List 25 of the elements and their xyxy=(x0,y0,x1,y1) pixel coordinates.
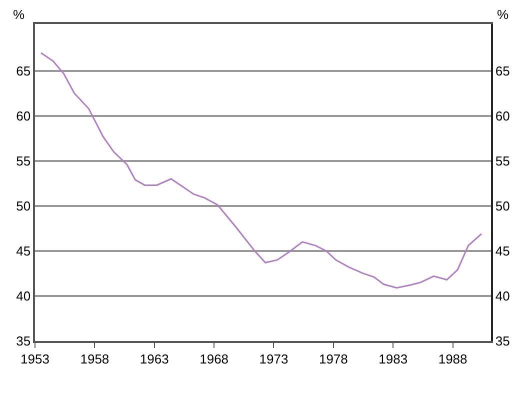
y-tick-label: 45 xyxy=(16,243,31,258)
x-tick-label: 1983 xyxy=(378,351,408,366)
x-tick-label: 1978 xyxy=(318,351,348,366)
x-tick-label: 1963 xyxy=(140,351,169,366)
y2-tick-label: 35 xyxy=(495,334,510,349)
y-tick-label: 55 xyxy=(16,153,31,168)
y-tick-label: 35 xyxy=(16,334,31,349)
y-tick-label: 50 xyxy=(16,198,31,214)
x-tick-label: 1958 xyxy=(80,351,110,366)
y2-axis-title: % xyxy=(497,7,509,22)
y-tick-label: 40 xyxy=(16,288,31,304)
y-tick-label: 65 xyxy=(16,63,31,78)
x-tick-label: 1968 xyxy=(200,351,229,366)
x-tick-label: 1973 xyxy=(259,351,288,366)
line-series xyxy=(40,52,482,289)
x-tick-label: 1988 xyxy=(438,351,468,366)
y2-tick-label: 55 xyxy=(495,153,510,168)
y2-tick-label: 60 xyxy=(495,108,510,124)
x-tick-label: 1953 xyxy=(20,351,50,366)
y2-tick-label: 65 xyxy=(495,63,510,78)
y2-tick-label: 40 xyxy=(495,288,510,304)
y2-tick-label: 50 xyxy=(495,198,510,214)
y-axis-title: % xyxy=(13,7,25,22)
y-tick-label: 60 xyxy=(16,108,31,124)
y2-tick-label: 45 xyxy=(495,243,510,258)
